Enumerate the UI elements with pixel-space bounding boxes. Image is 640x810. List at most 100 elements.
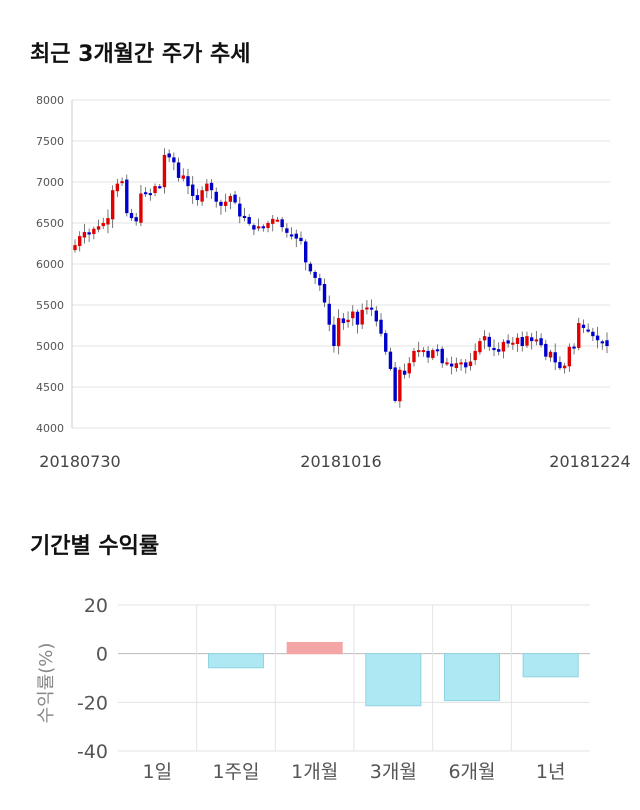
candle-body [520, 337, 524, 346]
candle-body [586, 329, 590, 332]
bar-x-tick-label: 6개월 [448, 761, 495, 783]
period-returns-title: 기간별 수익률 [30, 534, 160, 559]
candle-body [261, 226, 266, 229]
candle-body [384, 333, 388, 352]
candle-body [577, 323, 581, 348]
candle-body [266, 223, 270, 228]
candle-body [162, 154, 167, 188]
candle-body [96, 226, 101, 230]
candle-body [223, 201, 228, 206]
candle-body [78, 236, 82, 246]
return-bar [207, 653, 265, 669]
bar-y-tick-label: 20 [84, 595, 108, 617]
candle-body [200, 190, 204, 202]
bar-x-tick-label: 1주일 [212, 761, 259, 783]
candle-body [247, 216, 251, 224]
candle-body [558, 362, 562, 369]
returns-bar-chart: 20 0 -20 -40 1일 1주일 1개월 3개월 6개월 1년 수익률(%) [36, 595, 590, 783]
candle-body [464, 362, 468, 368]
candle-body [341, 318, 346, 324]
candle-body [525, 336, 529, 346]
candle-body [289, 234, 294, 237]
candle-body [412, 350, 416, 363]
candle-body [318, 278, 322, 286]
candle-body [191, 184, 195, 196]
candle-body [595, 335, 600, 341]
candle-body [360, 309, 364, 325]
candle-body [506, 340, 510, 344]
candle-body [101, 223, 105, 227]
candle-body [374, 310, 379, 322]
bar-x-ticks: 1일 1주일 1개월 3개월 6개월 1년 [143, 761, 566, 783]
bar-y-ticks: 20 0 -20 -40 [77, 595, 108, 763]
candle-body [487, 336, 491, 347]
candle-marks [73, 148, 609, 408]
candle-body [280, 219, 284, 228]
candle-body [110, 190, 115, 220]
candle-body [548, 351, 553, 358]
candle-body [482, 336, 487, 341]
candle-body [473, 350, 477, 361]
candle-body [271, 218, 275, 224]
candle-body [195, 195, 200, 201]
candle-body [299, 237, 303, 242]
candle-body [544, 343, 548, 357]
bar-x-tick-label: 1년 [536, 761, 566, 783]
price-trend-title: 최근 3개월간 주가 추세 [30, 42, 251, 67]
candle-body [332, 324, 336, 346]
candle-y-tick-label: 8000 [36, 94, 64, 107]
candle-body [186, 176, 190, 187]
candle-body [120, 181, 124, 184]
candle-body [365, 307, 369, 310]
candle-body [539, 338, 543, 346]
candle-body [115, 183, 120, 192]
candle-y-tick-label: 5500 [36, 299, 64, 312]
candle-body [275, 219, 280, 222]
candle-body [449, 363, 454, 367]
candle-body [591, 331, 595, 337]
candle-body [256, 226, 261, 229]
candle-body [492, 347, 496, 351]
candle-y-tick-label: 6500 [36, 217, 64, 230]
candle-body [355, 311, 360, 325]
candle-body [125, 179, 129, 214]
candle-body [468, 361, 473, 367]
candle-body [553, 352, 557, 363]
candle-body [440, 348, 444, 364]
candle-body [92, 228, 96, 234]
candle-y-tick-label: 7500 [36, 135, 64, 148]
candle-body [605, 340, 609, 346]
candle-body [167, 153, 171, 158]
candle-body [209, 182, 214, 191]
candle-body [426, 350, 430, 358]
candle-x-ticks: 20180730 20181016 20181224 [39, 452, 630, 471]
candle-body [459, 362, 463, 365]
candle-body [435, 349, 440, 352]
bar-x-tick-label: 1일 [143, 761, 173, 783]
candle-y-tick-label: 5000 [36, 340, 64, 353]
candle-body [134, 217, 138, 222]
candle-body [478, 341, 482, 353]
candle-x-tick-label: 20180730 [39, 452, 120, 471]
bar-x-tick-label: 3개월 [370, 761, 417, 783]
candle-body [148, 193, 153, 196]
candle-body [87, 232, 91, 235]
candle-y-tick-label: 6000 [36, 258, 64, 271]
candle-body [205, 183, 209, 192]
candle-body [534, 339, 539, 342]
candle-body [529, 337, 534, 342]
candle-y-tick-label: 4500 [36, 381, 64, 394]
candle-body [515, 337, 520, 344]
candle-body [572, 346, 576, 349]
return-bar [286, 641, 343, 655]
bar-y-axis-label: 수익률(%) [36, 643, 57, 724]
candle-body [129, 213, 134, 219]
candle-body [421, 350, 426, 353]
candle-body [153, 186, 157, 193]
candle-body [285, 228, 289, 233]
candle-body [73, 245, 77, 251]
candle-body [581, 324, 586, 328]
candle-body [294, 233, 298, 239]
return-bar [443, 653, 501, 702]
candle-body [181, 175, 185, 179]
